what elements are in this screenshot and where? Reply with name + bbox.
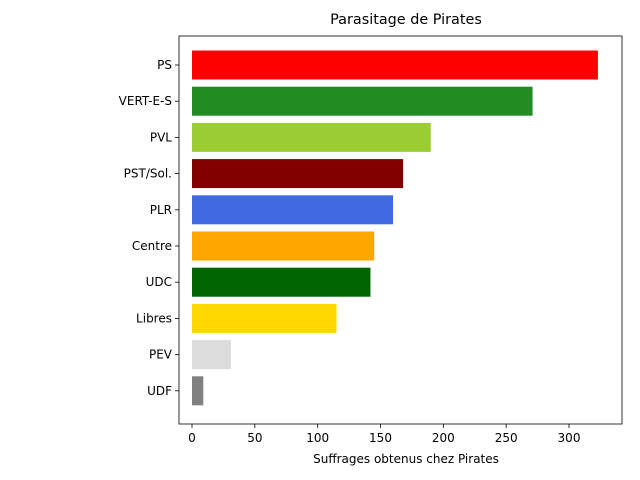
y-tick-label: Libres <box>136 311 172 325</box>
y-tick-label: UDC <box>146 275 172 289</box>
x-tick-labels: 0 50 100 150 200 250 300 <box>188 424 580 445</box>
y-tick-label: PST/Sol. <box>124 167 172 181</box>
bar-udc <box>192 267 371 297</box>
bar-pvl <box>192 122 431 152</box>
bar-plr <box>192 195 394 225</box>
x-tick-label: 100 <box>306 431 329 445</box>
y-tick-label: UDF <box>147 384 172 398</box>
bar-ps <box>192 50 598 80</box>
bar-centre <box>192 231 375 261</box>
y-tick-label: PVL <box>150 130 172 144</box>
bar-pst-sol <box>192 159 404 189</box>
y-tick-label: PLR <box>150 203 172 217</box>
x-tick-label: 300 <box>558 431 581 445</box>
y-tick-label: PS <box>157 58 172 72</box>
y-tick-label: Centre <box>132 239 172 253</box>
y-tick-labels: PS VERT-E-S PVL PST/Sol. PLR Centre UDC Libres P… <box>119 58 179 398</box>
bars-group <box>192 50 598 406</box>
bar-vert-e-s <box>192 86 533 116</box>
x-axis-label: Suffrages obtenus chez Pirates <box>313 452 499 466</box>
y-tick-label: VERT-E-S <box>119 94 172 108</box>
x-tick-label: 150 <box>369 431 392 445</box>
x-tick-label: 0 <box>188 431 196 445</box>
x-tick-label: 50 <box>247 431 262 445</box>
y-tick-label: PEV <box>149 348 173 362</box>
chart-title: Parasitage de Pirates <box>330 12 482 28</box>
bar-pev <box>192 340 231 370</box>
plot-frame <box>178 35 623 425</box>
x-tick-label: 250 <box>495 431 518 445</box>
x-tick-label: 200 <box>432 431 455 445</box>
bar-udf <box>192 376 204 406</box>
bar-libres <box>192 303 337 333</box>
